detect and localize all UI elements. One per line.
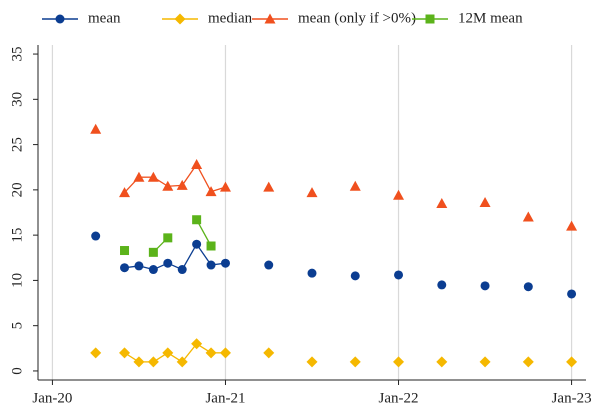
marker xyxy=(566,356,578,368)
marker xyxy=(219,347,231,359)
marker xyxy=(307,268,317,278)
marker xyxy=(163,233,173,243)
legend-marker xyxy=(425,14,435,24)
y-tick-label: 30 xyxy=(9,92,25,107)
marker xyxy=(205,186,217,197)
marker xyxy=(523,282,533,292)
marker xyxy=(191,159,203,170)
marker xyxy=(148,247,158,257)
marker xyxy=(133,171,145,182)
legend-marker xyxy=(55,14,65,24)
marker xyxy=(437,280,447,290)
marker xyxy=(162,347,174,359)
marker xyxy=(163,258,173,268)
marker xyxy=(263,181,275,192)
marker xyxy=(147,356,159,368)
line-segment xyxy=(196,164,212,192)
marker xyxy=(393,189,405,200)
marker xyxy=(522,356,534,368)
legend-label: mean (only if >0%) xyxy=(298,10,416,26)
marker xyxy=(566,220,578,231)
marker xyxy=(479,356,491,368)
marker xyxy=(192,239,202,249)
marker xyxy=(349,356,361,368)
marker xyxy=(349,180,361,191)
marker xyxy=(479,197,491,208)
marker xyxy=(436,197,448,208)
marker xyxy=(90,347,102,359)
marker xyxy=(177,265,187,275)
marker xyxy=(120,263,130,273)
marker xyxy=(91,231,101,241)
y-tick-label: 15 xyxy=(9,228,25,243)
legend-marker xyxy=(174,13,186,25)
y-tick-label: 25 xyxy=(9,137,25,152)
marker xyxy=(162,180,174,191)
marker xyxy=(263,347,275,359)
y-tick-label: 10 xyxy=(9,273,25,288)
marker xyxy=(567,289,577,299)
marker xyxy=(90,123,102,134)
y-tick-label: 20 xyxy=(9,182,25,197)
marker xyxy=(120,246,130,256)
marker xyxy=(192,215,202,225)
marker xyxy=(220,258,230,268)
legend-marker xyxy=(264,13,276,24)
x-tick-label: Jan-20 xyxy=(32,390,72,406)
y-tick-label: 0 xyxy=(9,367,25,375)
marker xyxy=(306,356,318,368)
marker xyxy=(206,241,216,251)
marker xyxy=(219,181,231,192)
marker xyxy=(133,356,145,368)
legend-label: mean xyxy=(88,10,121,26)
marker xyxy=(119,347,131,359)
marker xyxy=(350,271,360,281)
marker xyxy=(191,338,203,350)
marker xyxy=(176,356,188,368)
marker xyxy=(393,356,405,368)
marker xyxy=(147,171,159,182)
x-tick-label: Jan-21 xyxy=(205,390,245,406)
marker xyxy=(148,265,158,275)
marker xyxy=(264,260,274,270)
y-tick-label: 35 xyxy=(9,47,25,62)
marker xyxy=(394,270,404,280)
marker xyxy=(205,347,217,359)
x-tick-label: Jan-22 xyxy=(379,390,419,406)
marker xyxy=(306,187,318,198)
legend-label: 12M mean xyxy=(458,10,523,26)
marker xyxy=(119,187,131,198)
marker xyxy=(522,211,534,222)
legend-label: median xyxy=(208,10,253,26)
x-tick-label: Jan-23 xyxy=(552,390,592,406)
marker xyxy=(480,281,490,291)
marker xyxy=(176,179,188,190)
marker xyxy=(134,261,144,271)
y-tick-label: 5 xyxy=(9,322,25,330)
marker xyxy=(206,260,216,270)
marker xyxy=(436,356,448,368)
line-segment xyxy=(181,243,198,270)
